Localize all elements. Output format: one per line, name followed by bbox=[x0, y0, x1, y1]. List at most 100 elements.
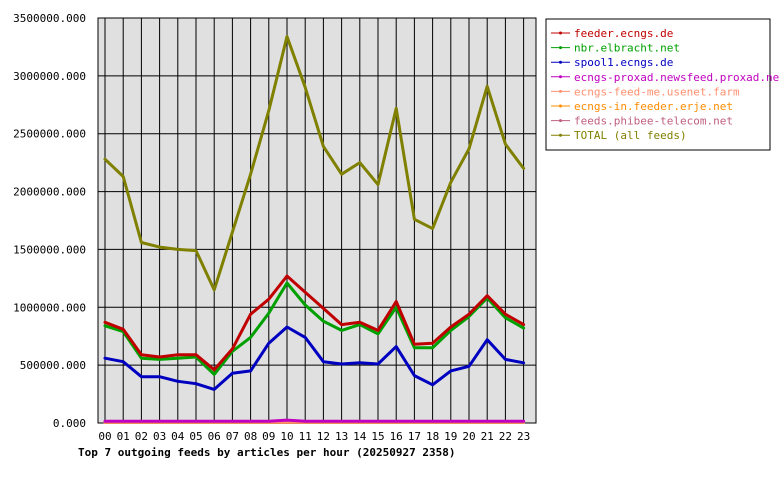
data-point bbox=[249, 173, 252, 176]
data-point bbox=[249, 369, 252, 372]
data-point bbox=[104, 321, 106, 324]
x-tick-label: 08 bbox=[244, 430, 257, 443]
y-tick-label: 3500000.000 bbox=[13, 12, 86, 25]
data-point bbox=[213, 373, 216, 376]
data-point bbox=[449, 369, 452, 372]
x-tick-label: 12 bbox=[317, 430, 330, 443]
data-point bbox=[304, 336, 307, 339]
x-tick-label: 13 bbox=[335, 430, 348, 443]
data-point bbox=[158, 356, 161, 358]
data-point bbox=[431, 342, 434, 345]
data-point bbox=[340, 323, 343, 326]
x-tick-label: 20 bbox=[462, 430, 475, 443]
data-point bbox=[413, 374, 416, 377]
data-point bbox=[286, 282, 288, 284]
data-point bbox=[176, 353, 179, 356]
data-point bbox=[449, 329, 452, 332]
data-point bbox=[486, 294, 489, 297]
legend-label: TOTAL (all feeds) bbox=[574, 129, 687, 142]
legend-label: spool1.ecngs.de bbox=[574, 56, 673, 69]
x-tick-label: 11 bbox=[299, 430, 312, 443]
data-point bbox=[231, 372, 234, 375]
data-point bbox=[286, 326, 288, 328]
legend-marker bbox=[559, 104, 562, 108]
x-tick-label: 09 bbox=[262, 430, 275, 443]
data-point bbox=[176, 420, 179, 423]
data-point bbox=[322, 145, 325, 148]
data-point bbox=[486, 420, 489, 423]
data-point bbox=[304, 420, 307, 423]
data-point bbox=[304, 304, 307, 306]
data-point bbox=[213, 288, 216, 291]
data-point bbox=[468, 365, 470, 368]
x-tick-label: 04 bbox=[171, 430, 185, 443]
data-point bbox=[140, 241, 143, 244]
data-point bbox=[286, 35, 288, 38]
x-tick-label: 03 bbox=[153, 430, 166, 443]
data-point bbox=[158, 246, 161, 249]
data-point bbox=[140, 357, 143, 360]
x-tick-label: 17 bbox=[408, 430, 421, 443]
legend: feeder.ecngs.de nbr.elbracht.netspool1.ec… bbox=[545, 18, 780, 151]
data-point bbox=[431, 383, 434, 386]
x-tick-label: 23 bbox=[517, 430, 530, 443]
y-tick-label: 500000.000 bbox=[20, 359, 86, 372]
data-point bbox=[431, 227, 434, 230]
data-point bbox=[358, 321, 361, 324]
x-tick-label: 14 bbox=[353, 430, 367, 443]
x-tick-label: 21 bbox=[481, 430, 494, 443]
y-tick-label: 3000000.000 bbox=[13, 70, 86, 83]
data-point bbox=[522, 420, 525, 423]
data-point bbox=[213, 388, 216, 391]
y-tick-label: 2000000.000 bbox=[13, 186, 86, 199]
data-point bbox=[104, 324, 106, 327]
y-tick-label: 1500000.000 bbox=[13, 243, 86, 256]
data-point bbox=[286, 419, 288, 422]
legend-marker bbox=[559, 46, 562, 50]
data-point bbox=[340, 363, 343, 365]
data-point bbox=[267, 312, 270, 315]
data-point bbox=[504, 358, 507, 361]
data-point bbox=[195, 353, 197, 356]
data-point bbox=[195, 249, 197, 252]
data-point bbox=[176, 357, 179, 360]
data-point bbox=[104, 420, 106, 423]
data-point bbox=[413, 346, 416, 349]
data-point bbox=[395, 306, 398, 309]
data-point bbox=[322, 420, 325, 423]
data-point bbox=[377, 363, 379, 365]
data-point bbox=[395, 420, 398, 423]
data-point bbox=[158, 358, 161, 361]
data-point bbox=[267, 420, 270, 423]
data-point bbox=[195, 420, 197, 423]
legend-marker bbox=[559, 133, 562, 137]
x-tick-label: 16 bbox=[390, 430, 403, 443]
data-point bbox=[267, 342, 270, 345]
legend-box bbox=[545, 18, 771, 151]
data-point bbox=[158, 420, 161, 423]
data-point bbox=[395, 300, 398, 303]
data-point bbox=[104, 357, 106, 360]
data-point bbox=[522, 361, 525, 364]
data-point bbox=[340, 420, 343, 423]
legend-marker bbox=[559, 75, 562, 79]
data-point bbox=[395, 345, 398, 348]
data-point bbox=[358, 361, 361, 364]
data-point bbox=[158, 375, 161, 378]
series-line-1 bbox=[103, 281, 526, 376]
data-point bbox=[286, 275, 288, 277]
x-tick-label: 19 bbox=[444, 430, 457, 443]
data-point bbox=[195, 382, 197, 385]
data-point bbox=[522, 167, 525, 170]
data-point bbox=[140, 420, 143, 423]
data-point bbox=[249, 336, 252, 339]
data-point bbox=[122, 420, 125, 423]
data-point bbox=[322, 320, 325, 323]
legend-label: feeder.ecngs.de bbox=[574, 27, 673, 40]
data-point bbox=[340, 329, 343, 332]
x-tick-label: 18 bbox=[426, 430, 439, 443]
x-tick-label: 02 bbox=[135, 430, 148, 443]
data-point bbox=[504, 313, 507, 316]
